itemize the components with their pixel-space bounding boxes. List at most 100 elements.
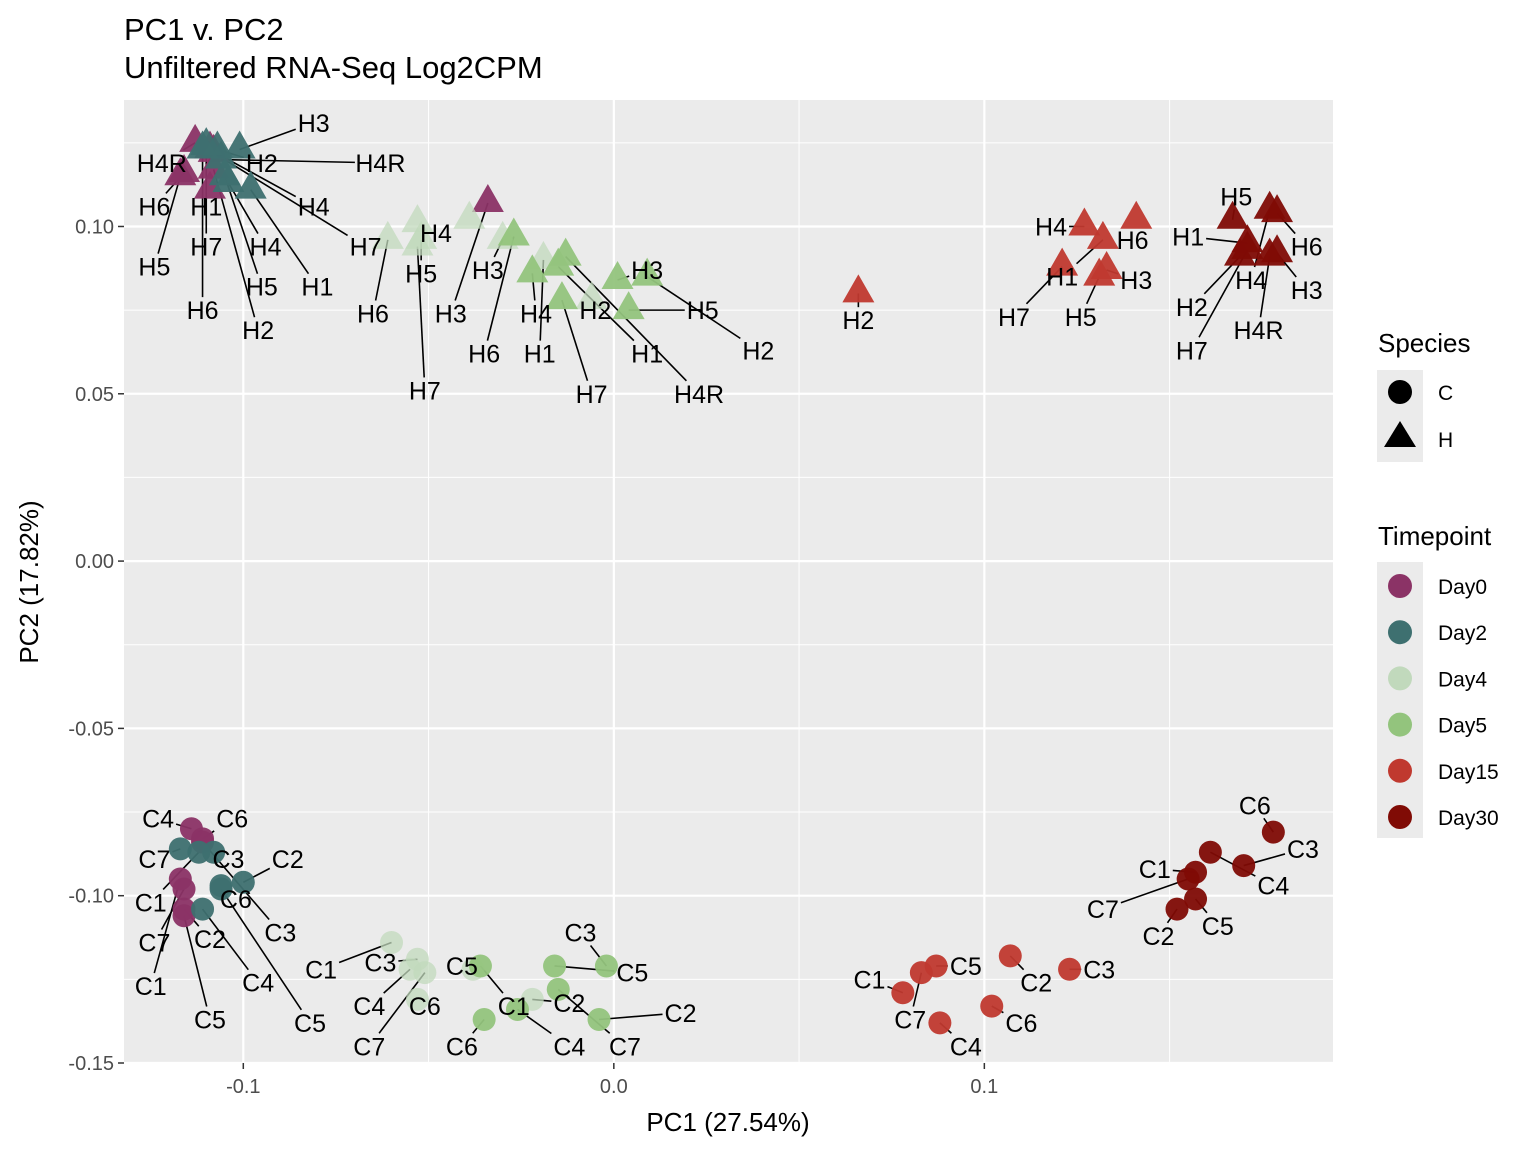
- point-triangle-day2: [186, 130, 219, 159]
- point-triangle-day4: [401, 227, 434, 256]
- chart-title: PC1 v. PC2: [124, 12, 284, 47]
- point-label: C5: [194, 1007, 226, 1035]
- point-label: C2: [1020, 970, 1052, 998]
- point-label: H4: [420, 220, 452, 248]
- point-triangle-day2: [234, 170, 267, 199]
- point-triangle-day30: [1231, 230, 1264, 259]
- point-label: H4R: [1234, 317, 1284, 345]
- point-circle-day2: [191, 897, 215, 921]
- point-label: H1: [631, 341, 663, 369]
- point-label: H1: [301, 274, 333, 302]
- point-label: H7: [998, 304, 1030, 332]
- point-label: C3: [1287, 836, 1319, 864]
- point-circle-day30: [1176, 867, 1200, 891]
- legend-label-day30: Day30: [1438, 807, 1499, 830]
- point-label: H3: [1120, 267, 1152, 295]
- point-label: C4: [950, 1033, 982, 1061]
- point-label: H6: [138, 193, 170, 221]
- point-triangle-day4: [401, 204, 434, 233]
- point-label: C7: [138, 930, 170, 958]
- point-triangle-day2: [223, 130, 256, 159]
- legend-keys-timepoint: [1377, 562, 1423, 838]
- point-label: H2: [579, 297, 611, 325]
- point-label: H4: [1235, 267, 1267, 295]
- point-label: C3: [364, 950, 396, 978]
- legend-label-day5: Day5: [1438, 715, 1487, 738]
- legend-key-day5: [1388, 712, 1412, 737]
- point-label: C4: [242, 970, 274, 998]
- point-label: H4: [520, 300, 552, 328]
- point-label: C6: [216, 806, 248, 834]
- point-circle-day30: [1261, 820, 1285, 844]
- point-circle-day2: [209, 877, 233, 901]
- label-segment: [157, 176, 182, 254]
- point-label: C1: [853, 966, 885, 994]
- x-tick-label: 0.1: [970, 1076, 998, 1098]
- point-label: H6: [468, 341, 500, 369]
- point-triangle-day15: [1083, 257, 1116, 286]
- point-label: C1: [1139, 856, 1171, 884]
- point-label: C3: [264, 920, 296, 948]
- point-triangle-day4: [371, 220, 404, 249]
- point-label: H7: [350, 234, 382, 262]
- point-triangle-day2: [208, 157, 241, 186]
- legend-key-day0: [1388, 574, 1412, 598]
- point-label: C6: [446, 1033, 478, 1061]
- point-label: H4: [250, 234, 282, 262]
- point-circle-day30: [1232, 854, 1256, 878]
- point-circle-day15: [928, 1011, 952, 1035]
- point-label: H5: [405, 260, 437, 288]
- point-label: C4: [1257, 873, 1289, 901]
- point-label: H3: [298, 110, 330, 138]
- point-triangle-day0: [164, 157, 197, 186]
- point-circle-day5: [546, 977, 570, 1001]
- x-axis-title: PC1 (27.54%): [646, 1107, 809, 1137]
- point-circle-day5: [594, 954, 618, 978]
- x-tick-label: 0.0: [600, 1076, 628, 1098]
- point-circle-day5: [472, 1008, 496, 1032]
- point-circle-day15: [891, 981, 915, 1005]
- legend-label-day4: Day4: [1438, 668, 1487, 691]
- label-segment: [213, 152, 348, 237]
- label-segment: [486, 236, 515, 341]
- point-label: H4: [298, 193, 330, 221]
- legend-title-timepoint: Timepoint: [1378, 521, 1492, 551]
- point-label: H2: [246, 150, 278, 178]
- label-segment: [374, 239, 389, 301]
- point-label: H1: [190, 193, 222, 221]
- point-label: C7: [353, 1033, 385, 1061]
- label-segment: [201, 908, 249, 971]
- point-label: H5: [1065, 304, 1097, 332]
- point-triangle-day5: [631, 257, 664, 286]
- point-triangle-day30: [1216, 200, 1249, 229]
- point-label: C6: [409, 993, 441, 1021]
- point-label: H5: [246, 274, 278, 302]
- point-label: H7: [576, 381, 608, 409]
- point-circle-day2: [187, 840, 211, 864]
- legend-label-day15: Day15: [1438, 761, 1499, 784]
- point-circle-day30: [1198, 840, 1222, 864]
- label-segment: [250, 189, 310, 275]
- x-tick-label: -0.1: [226, 1076, 260, 1098]
- point-label: C6: [1005, 1010, 1037, 1038]
- point-label: H4R: [355, 150, 405, 178]
- point-label: C6: [220, 886, 252, 914]
- point-label: H6: [1291, 234, 1323, 262]
- label-segment: [646, 276, 741, 340]
- point-label: C5: [446, 953, 478, 981]
- legend-label-c: C: [1438, 382, 1453, 405]
- point-circle-day30: [1165, 897, 1189, 921]
- legend-circle-icon: [1388, 380, 1412, 404]
- point-labels: H4R H6 H1 H4 H7 H5 H2 H3 H3 H2 H4R H7 H4 H6 H5 H1 H6 H4 H5…: [135, 110, 1323, 1062]
- point-triangle-day15: [1046, 247, 1079, 276]
- point-label: H3: [435, 300, 467, 328]
- point-triangle-day5: [549, 237, 582, 266]
- point-label: C1: [498, 993, 530, 1021]
- point-label: H3: [1291, 277, 1323, 305]
- point-label: H4: [1035, 213, 1067, 241]
- point-label: C7: [1087, 896, 1119, 924]
- point-label: C2: [665, 1000, 697, 1028]
- y-tick-label: -0.15: [68, 1053, 114, 1075]
- axis-ticks: -0.1 0.0 0.1 -0.15 -0.10 -0.05 0.00 0.05 0.10: [68, 216, 998, 1098]
